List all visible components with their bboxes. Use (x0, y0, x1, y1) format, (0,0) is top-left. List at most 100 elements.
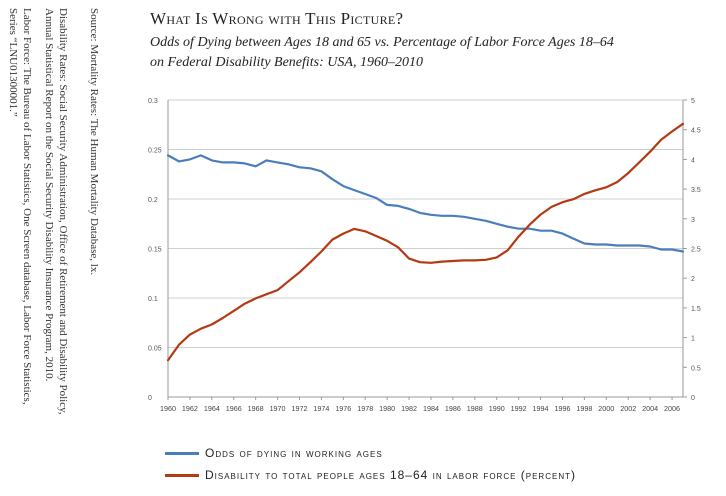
data-point-disability (386, 240, 388, 242)
data-point-disability (353, 228, 356, 230)
x-tick-label: 1978 (357, 404, 373, 413)
y-right-tick-label: 1.5 (691, 306, 701, 313)
data-point-disability (550, 206, 553, 208)
data-point-odds (528, 227, 531, 230)
legend-label-disability: Disability to total people ages 18–64 in… (205, 468, 576, 482)
y-right-tick-label: 1 (691, 336, 695, 343)
data-point-odds (474, 218, 476, 220)
data-point-odds (167, 154, 169, 157)
chart-title: What Is Wrong with This Picture? (150, 9, 404, 28)
x-tick-label: 1982 (401, 404, 417, 413)
data-point-disability (638, 161, 640, 164)
x-tick-label: 2000 (598, 404, 614, 413)
data-point-disability (200, 327, 202, 330)
data-point-odds (309, 167, 312, 170)
x-tick-label: 1980 (379, 404, 395, 413)
y-right-tick-label: 2.5 (691, 247, 701, 254)
legend: Odds of dying in working ages Disability… (165, 442, 725, 486)
x-tick-label: 2006 (664, 404, 680, 413)
legend-swatch-disability (165, 473, 199, 477)
y-right-tick-label: 2 (691, 276, 695, 283)
data-point-disability (485, 259, 487, 261)
x-tick-label: 1974 (313, 404, 329, 413)
y-right-tick-label: 5 (691, 98, 695, 105)
data-point-disability (506, 249, 509, 252)
data-point-odds (211, 159, 213, 162)
data-point-disability (474, 259, 476, 262)
data-point-disability (375, 235, 377, 237)
subtitle-line: Odds of Dying between Ages 18 and 65 vs.… (150, 35, 614, 50)
data-point-disability (254, 297, 257, 300)
source-line: Source: Mortality Rates: The Human Morta… (88, 8, 100, 275)
data-point-disability (539, 213, 542, 216)
data-point-disability (616, 181, 619, 183)
data-point-disability (364, 230, 366, 233)
data-point-disability (331, 238, 334, 241)
data-point-odds (222, 161, 224, 164)
data-point-disability (309, 261, 312, 263)
x-tick-label: 1994 (533, 404, 549, 413)
x-tick-label: 1992 (511, 404, 527, 413)
y-right-tick-label: 3.5 (691, 187, 701, 194)
x-tick-label: 1984 (423, 404, 439, 413)
x-tick-label: 2004 (642, 404, 658, 413)
data-point-odds (287, 163, 290, 166)
data-point-disability (671, 130, 673, 133)
data-point-disability (342, 232, 345, 235)
source-line: Annual Statistical Report on the Social … (43, 8, 55, 382)
data-point-disability (320, 250, 323, 253)
source-line: Disability Rates: Social Security Admini… (57, 8, 69, 415)
chart-subtitle: Odds of Dying between Ages 18 and 65 vs.… (150, 33, 720, 73)
data-point-disability (441, 260, 443, 263)
data-point-disability (419, 261, 421, 263)
data-point-odds (342, 185, 345, 187)
data-point-odds (660, 248, 662, 251)
data-point-odds (627, 244, 629, 247)
data-point-odds (550, 229, 553, 232)
y-left-tick-label: 0.15 (148, 247, 162, 254)
y-right-tick-label: 3 (691, 217, 695, 224)
x-tick-label: 1970 (270, 404, 286, 413)
data-point-odds (682, 250, 684, 253)
data-point-disability (495, 256, 498, 259)
data-point-odds (671, 248, 673, 251)
legend-label-odds: Odds of dying in working ages (205, 446, 383, 460)
data-point-odds (463, 216, 465, 218)
chart-area: 0 0.05 0.1 0.15 0.2 0.25 0.3 0 0.5 1 1.5 2 2.5 3 3.5 4 4… (130, 88, 726, 418)
y-right-tick-label: 4 (691, 157, 695, 164)
data-point-odds (375, 197, 377, 199)
data-point-odds (353, 189, 356, 191)
data-point-odds (452, 215, 454, 217)
data-point-odds (232, 161, 235, 164)
source-line: Labor Force: The Bureau of Labor Statist… (21, 8, 33, 405)
data-point-odds (649, 245, 651, 248)
data-point-odds (485, 220, 487, 222)
data-point-odds (408, 208, 410, 210)
data-point-disability (276, 289, 279, 291)
data-point-odds (276, 161, 279, 164)
data-point-disability (627, 172, 629, 174)
data-point-odds (200, 154, 202, 157)
x-tick-label: 1988 (467, 404, 483, 413)
source-notes: Source: Mortality Rates: The Human Morta… (0, 0, 110, 496)
x-tick-label: 1996 (554, 404, 570, 413)
data-point-disability (572, 198, 575, 200)
data-point-odds (178, 160, 180, 163)
source-line: Series “LNU01300001.” (7, 8, 19, 117)
line-chart: 0 0.05 0.1 0.15 0.2 0.25 0.3 0 0.5 1 1.5 2 2.5 3 3.5 4 4… (148, 98, 701, 413)
data-point-odds (243, 162, 246, 165)
y-left-tick-label: 0.05 (148, 346, 162, 353)
data-point-disability (408, 257, 410, 260)
data-point-disability (287, 280, 290, 282)
source-notes-svg: Source: Mortality Rates: The Human Morta… (7, 8, 100, 415)
data-point-disability (583, 193, 586, 195)
data-point-disability (660, 139, 662, 141)
x-tick-label: 1960 (160, 404, 176, 413)
data-point-odds (298, 166, 301, 169)
data-point-odds (419, 212, 421, 214)
y-left-tick-label: 0.2 (148, 197, 158, 204)
x-tick-label: 1972 (291, 404, 307, 413)
data-point-disability (517, 235, 520, 238)
data-point-odds (638, 244, 640, 247)
data-point-disability (167, 359, 169, 362)
